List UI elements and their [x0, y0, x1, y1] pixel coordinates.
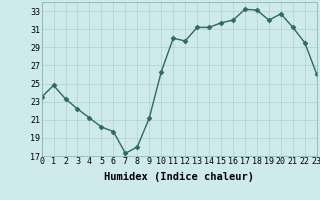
X-axis label: Humidex (Indice chaleur): Humidex (Indice chaleur) — [104, 172, 254, 182]
